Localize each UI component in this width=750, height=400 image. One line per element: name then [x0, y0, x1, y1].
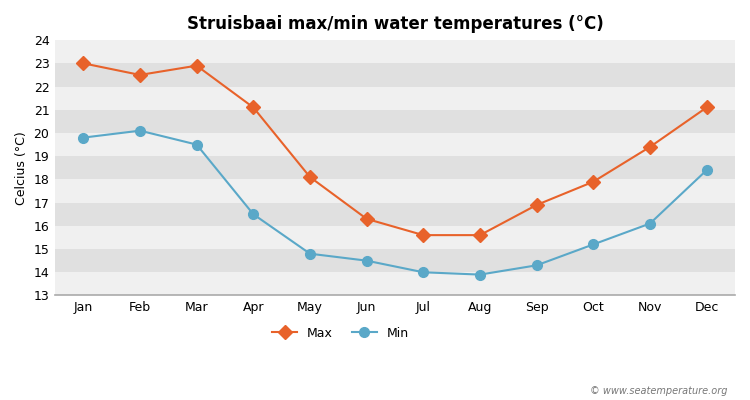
Line: Min: Min	[79, 126, 712, 280]
Max	[419, 233, 428, 238]
Max	[249, 105, 258, 110]
Bar	[55, 249, 735, 272]
Max	[136, 72, 145, 77]
Min	[136, 128, 145, 133]
Max	[79, 61, 88, 66]
Min	[702, 168, 711, 172]
Bar	[55, 40, 735, 63]
Title: Struisbaai max/min water temperatures (°C): Struisbaai max/min water temperatures (°…	[187, 15, 603, 33]
Bar	[55, 86, 735, 110]
Min	[646, 221, 655, 226]
Max	[532, 202, 542, 207]
Bar	[55, 156, 735, 180]
Min	[419, 270, 428, 275]
Max	[362, 216, 371, 221]
Min	[249, 212, 258, 217]
Line: Max: Max	[79, 58, 712, 240]
Min	[589, 242, 598, 247]
Bar	[55, 226, 735, 249]
Bar	[55, 272, 735, 296]
Min	[476, 272, 484, 277]
Max	[305, 175, 314, 180]
Legend: Max, Min: Max, Min	[267, 322, 414, 346]
Min	[192, 142, 201, 147]
Text: © www.seatemperature.org: © www.seatemperature.org	[590, 386, 728, 396]
Max	[476, 233, 484, 238]
Bar	[55, 63, 735, 86]
Max	[646, 144, 655, 149]
Min	[79, 135, 88, 140]
Max	[192, 63, 201, 68]
Bar	[55, 133, 735, 156]
Min	[305, 251, 314, 256]
Bar	[55, 180, 735, 203]
Max	[589, 179, 598, 184]
Y-axis label: Celcius (°C): Celcius (°C)	[15, 131, 28, 205]
Bar	[55, 110, 735, 133]
Min	[532, 263, 542, 268]
Min	[362, 258, 371, 263]
Bar	[55, 203, 735, 226]
Max	[702, 105, 711, 110]
